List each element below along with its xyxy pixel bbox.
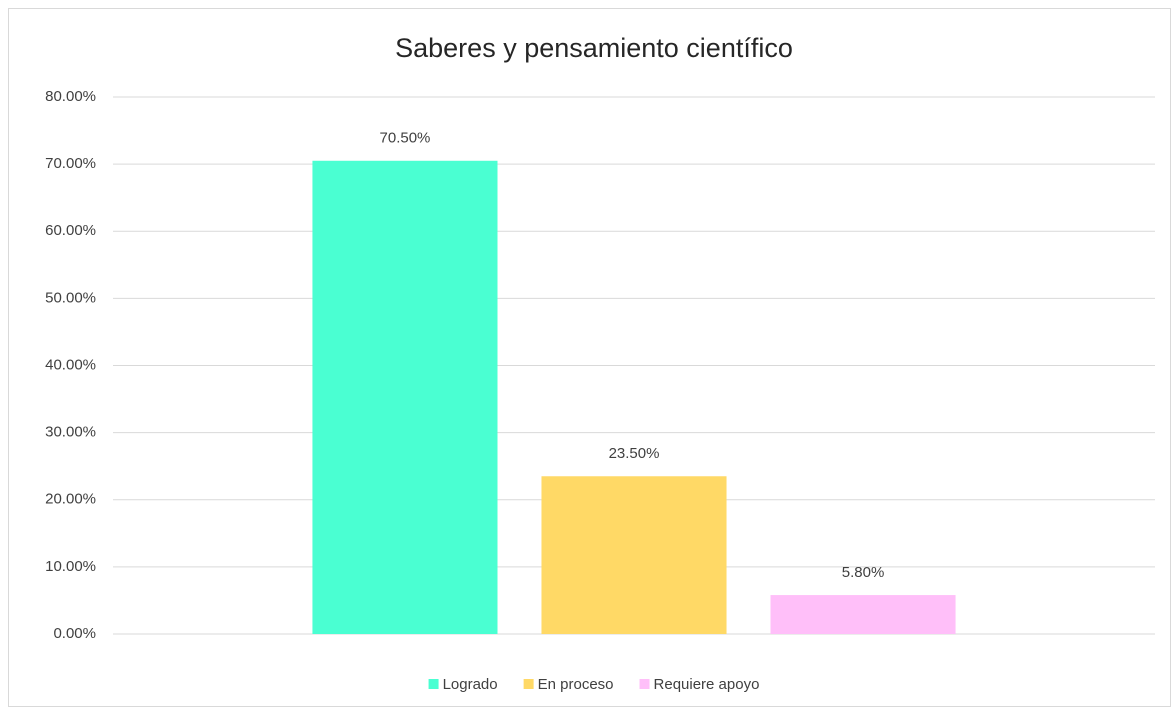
legend-swatch [523, 679, 534, 689]
y-tick-label: 40.00% [45, 356, 96, 373]
y-tick-label: 50.00% [45, 289, 96, 306]
data-label: 70.50% [380, 130, 431, 147]
y-tick-label: 80.00% [45, 88, 96, 105]
y-tick-label: 10.00% [45, 558, 96, 575]
legend-swatch [428, 679, 439, 689]
bar [770, 595, 956, 634]
bar [541, 476, 727, 634]
y-tick-label: 60.00% [45, 222, 96, 239]
data-label: 23.50% [609, 445, 660, 462]
legend-label: Logrado [443, 676, 498, 693]
bar [312, 160, 498, 635]
y-tick-label: 70.00% [45, 155, 96, 172]
data-label: 5.80% [842, 564, 885, 581]
chart-title: Saberes y pensamiento científico [395, 33, 793, 63]
y-tick-label: 20.00% [45, 491, 96, 508]
y-tick-label: 30.00% [45, 424, 96, 441]
legend-swatch [639, 679, 650, 689]
y-tick-label: 0.00% [53, 625, 96, 642]
legend-label: En proceso [538, 676, 614, 693]
legend-label: Requiere apoyo [654, 676, 760, 693]
